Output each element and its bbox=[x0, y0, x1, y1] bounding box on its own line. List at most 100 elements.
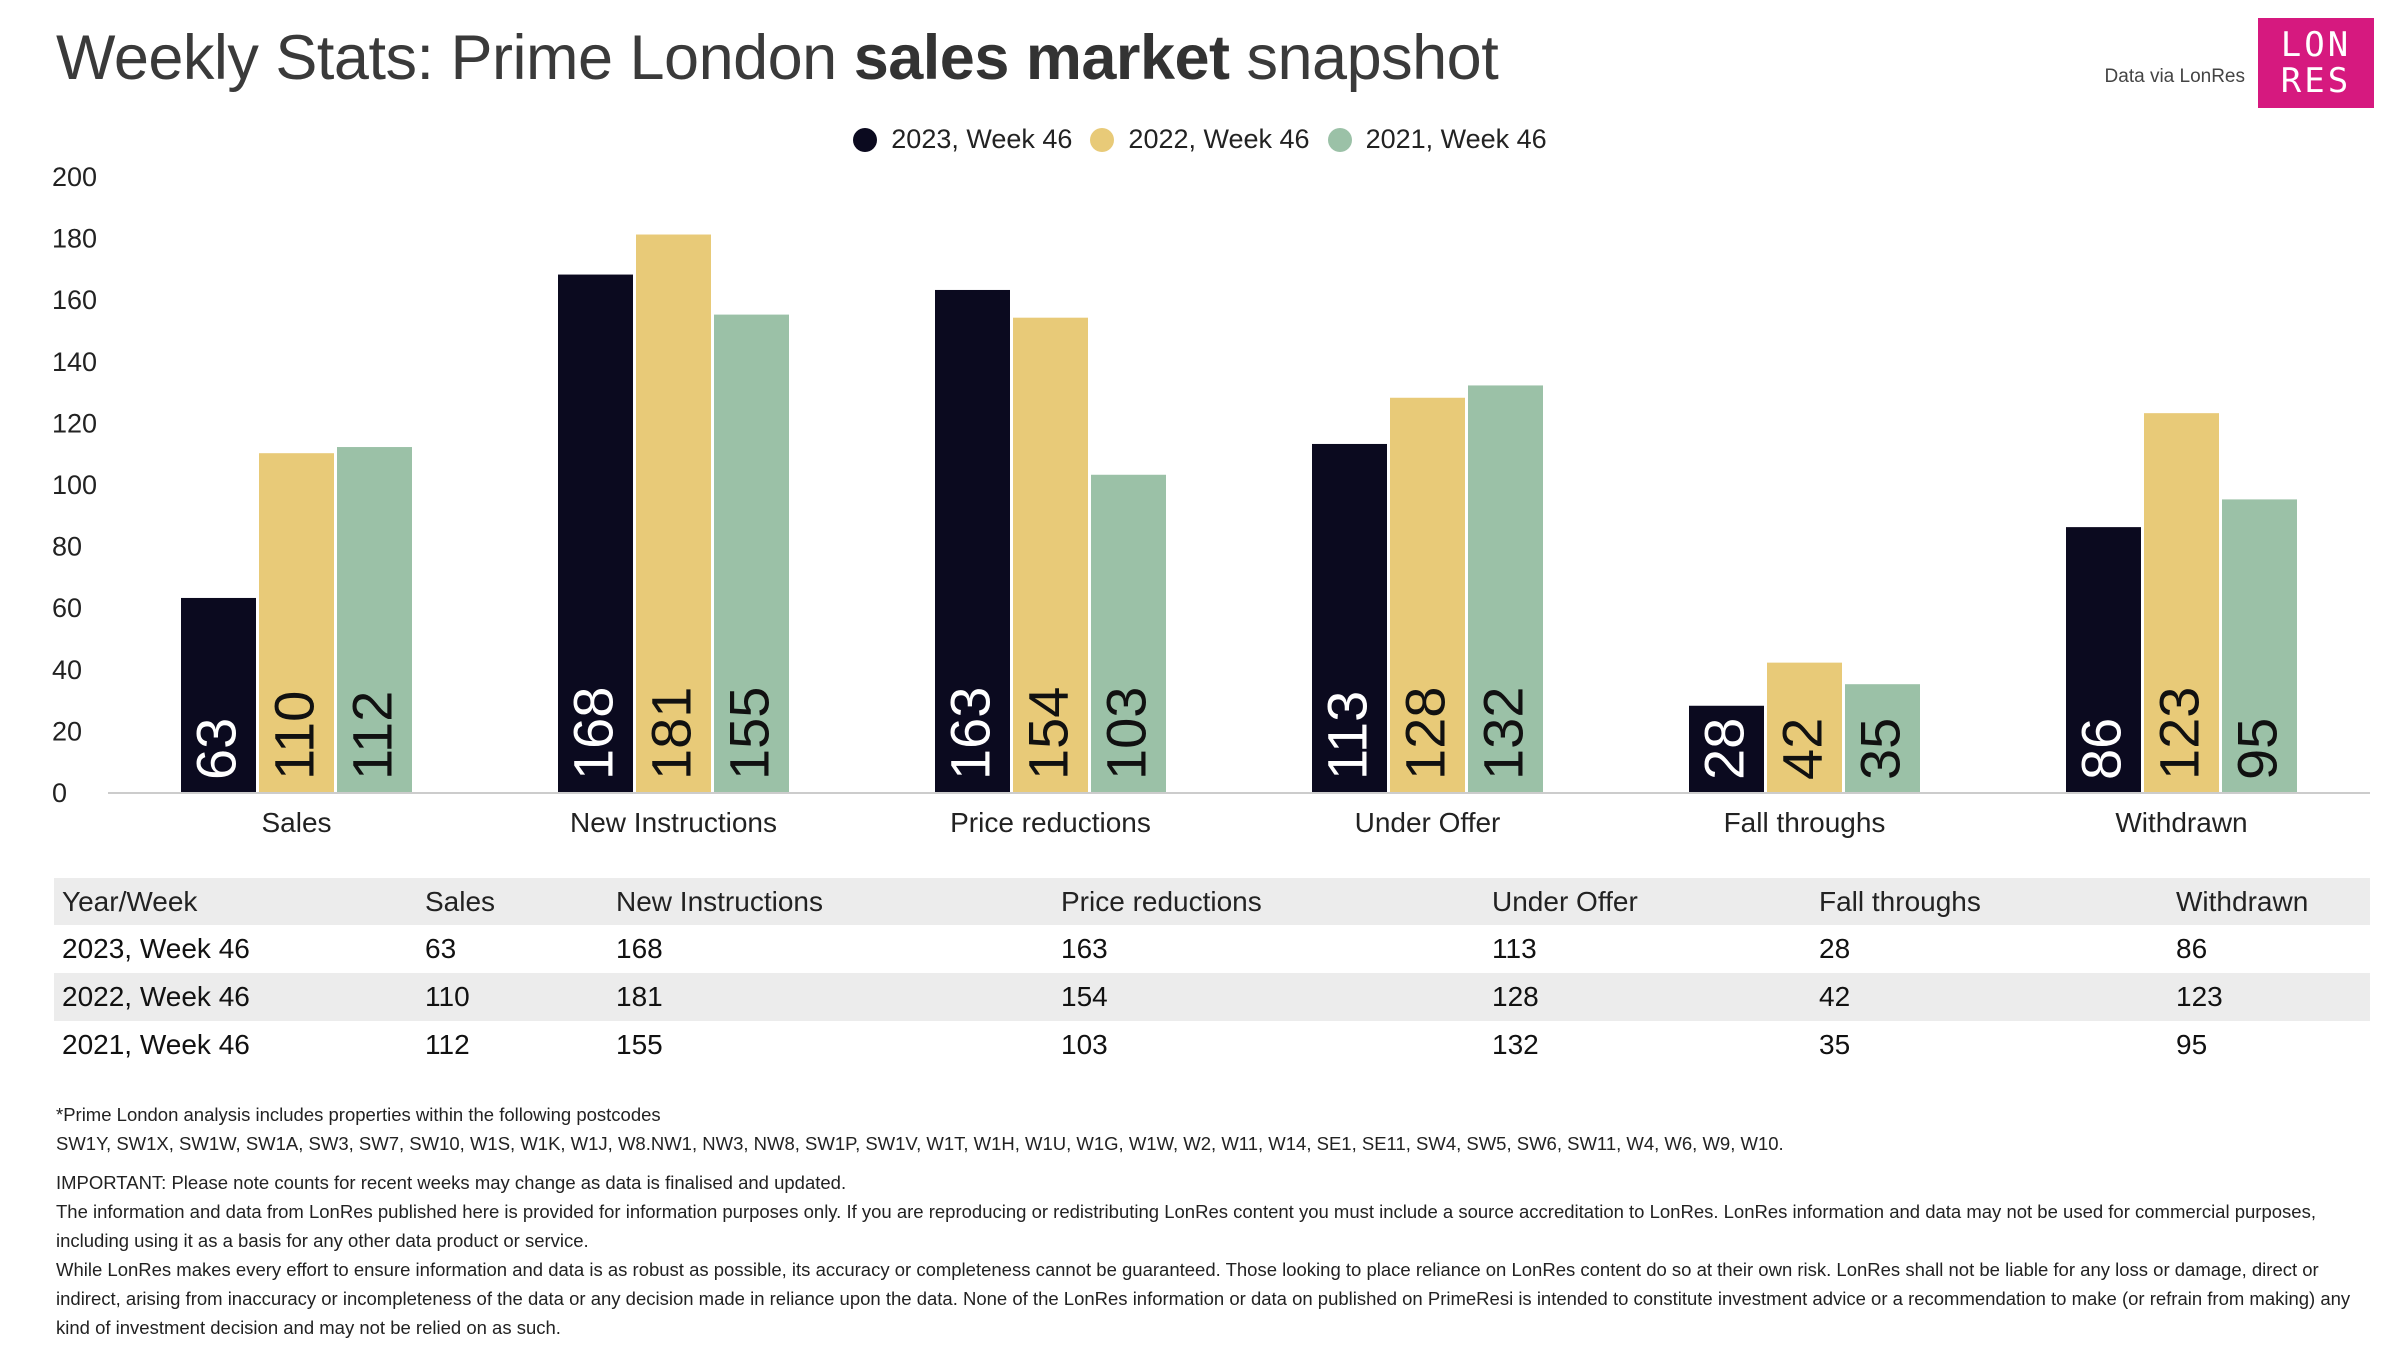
chart-legend: 2023, Week 46 2022, Week 46 2021, Week 4… bbox=[0, 124, 2400, 155]
table-cell: 2021, Week 46 bbox=[62, 1029, 250, 1060]
bar-value-label: 63 bbox=[185, 718, 248, 780]
y-tick-label: 120 bbox=[52, 408, 97, 438]
legend-item-2021: 2021, Week 46 bbox=[1327, 124, 1547, 155]
bar-value-label: 163 bbox=[939, 687, 1002, 780]
table-cell: 154 bbox=[1053, 973, 1484, 1021]
y-tick-label: 140 bbox=[52, 347, 97, 377]
bar-2022 bbox=[1390, 397, 1465, 792]
bar-value-label: 86 bbox=[2070, 718, 2133, 780]
bar-2023 bbox=[935, 289, 1010, 792]
usage-note: The information and data from LonRes pub… bbox=[56, 1201, 2316, 1251]
bar-value-label: 28 bbox=[1693, 718, 1756, 780]
x-category-label: Withdrawn bbox=[2115, 807, 2247, 838]
bar-2023 bbox=[558, 274, 633, 792]
table-header: Year/Week bbox=[54, 878, 417, 925]
bar-2023 bbox=[1312, 443, 1387, 792]
table-header: Sales bbox=[417, 878, 608, 925]
bar-2023 bbox=[2066, 527, 2141, 792]
bar-2021 bbox=[1468, 385, 1543, 792]
table-header: Under Offer bbox=[1484, 878, 1811, 925]
bar-2022 bbox=[259, 453, 334, 792]
y-tick-label: 0 bbox=[52, 778, 67, 808]
bar-value-label: 128 bbox=[1394, 687, 1457, 780]
bar-2022 bbox=[1767, 662, 1842, 792]
bar-value-label: 113 bbox=[1316, 691, 1379, 780]
table-cell: 2023, Week 46 bbox=[62, 933, 250, 964]
y-tick-label: 60 bbox=[52, 593, 82, 623]
table-cell: 86 bbox=[2176, 933, 2208, 964]
y-tick-label: 40 bbox=[52, 655, 82, 685]
disclaimer-note: While LonRes makes every effort to ensur… bbox=[56, 1259, 2351, 1338]
table-cell: 95 bbox=[2176, 1029, 2208, 1060]
bar-2023 bbox=[1689, 705, 1764, 792]
table-header: Fall throughs bbox=[1811, 878, 2168, 925]
table-cell: 42 bbox=[1811, 973, 2168, 1021]
table-cell: 181 bbox=[608, 973, 1053, 1021]
legend-item-2023: 2023, Week 46 bbox=[853, 124, 1072, 155]
logo-line-1: LON bbox=[2280, 25, 2352, 65]
important-note: IMPORTANT: Please note counts for recent… bbox=[56, 1172, 847, 1193]
legend-label-2022: 2022, Week 46 bbox=[1128, 124, 1310, 154]
postcodes-list: SW1Y, SW1X, SW1W, SW1A, SW3, SW7, SW10, … bbox=[56, 1133, 1784, 1154]
bar-value-label: 181 bbox=[640, 687, 703, 780]
bar-2022 bbox=[636, 234, 711, 792]
y-tick-label: 180 bbox=[52, 224, 97, 254]
postcodes-heading: *Prime London analysis includes properti… bbox=[56, 1104, 661, 1125]
bar-value-label: 154 bbox=[1017, 687, 1080, 780]
table-cell: 132 bbox=[1492, 1029, 1539, 1060]
bar-value-label: 110 bbox=[263, 691, 326, 780]
table-header-row: Year/Week Sales New Instructions Price r… bbox=[54, 878, 2370, 925]
legend-swatch-2022 bbox=[1090, 127, 1115, 152]
bar-value-label: 103 bbox=[1095, 687, 1158, 780]
table-cell: 103 bbox=[1061, 1029, 1108, 1060]
legend-item-2022: 2022, Week 46 bbox=[1090, 124, 1310, 155]
table-cell: 2022, Week 46 bbox=[54, 973, 417, 1021]
table-cell: 112 bbox=[425, 1029, 470, 1060]
y-tick-label: 100 bbox=[52, 470, 97, 500]
table-cell: 163 bbox=[1061, 933, 1108, 964]
bar-value-label: 123 bbox=[2148, 687, 2211, 780]
x-category-label: New Instructions bbox=[570, 807, 777, 838]
x-category-label: Under Offer bbox=[1355, 807, 1501, 838]
table-row: 2022, Week 46 110 181 154 128 42 123 bbox=[54, 973, 2370, 1021]
y-tick-label: 200 bbox=[52, 162, 97, 192]
bar-value-label: 168 bbox=[562, 687, 625, 780]
footnotes: *Prime London analysis includes properti… bbox=[56, 1100, 2356, 1342]
x-category-label: Price reductions bbox=[950, 807, 1151, 838]
bar-value-label: 112 bbox=[341, 691, 404, 780]
bar-2021 bbox=[714, 314, 789, 792]
x-category-label: Sales bbox=[261, 807, 331, 838]
table-row: 2023, Week 46 63 168 163 113 28 86 bbox=[54, 925, 2370, 973]
table-row: 2021, Week 46 112 155 103 132 35 95 bbox=[54, 1021, 2370, 1069]
bar-2023 bbox=[181, 597, 256, 792]
legend-swatch-2021 bbox=[1327, 127, 1352, 152]
bar-value-label: 42 bbox=[1771, 718, 1834, 780]
table-header: Price reductions bbox=[1053, 878, 1484, 925]
bar-2021 bbox=[1091, 474, 1166, 792]
page-title: Weekly Stats: Prime London sales market … bbox=[56, 23, 1499, 93]
y-tick-label: 80 bbox=[52, 532, 82, 562]
table-header: Withdrawn bbox=[2168, 878, 2370, 925]
table-cell: 113 bbox=[1492, 933, 1537, 964]
bar-value-label: 132 bbox=[1472, 687, 1535, 780]
bar-2022 bbox=[2144, 413, 2219, 792]
lonres-logo: LON RES bbox=[2258, 18, 2374, 108]
table-cell: 128 bbox=[1484, 973, 1811, 1021]
table-header: New Instructions bbox=[608, 878, 1053, 925]
logo-line-2: RES bbox=[2280, 61, 2352, 101]
table-cell: 155 bbox=[616, 1029, 663, 1060]
table-cell: 110 bbox=[417, 973, 608, 1021]
bar-value-label: 35 bbox=[1849, 718, 1912, 780]
legend-swatch-2023 bbox=[853, 127, 878, 152]
table-cell: 168 bbox=[616, 933, 663, 964]
bar-value-label: 155 bbox=[718, 687, 781, 780]
table-cell: 123 bbox=[2168, 973, 2370, 1021]
x-category-label: Fall throughs bbox=[1724, 807, 1886, 838]
bar-2021 bbox=[2222, 499, 2297, 792]
bar-2021 bbox=[337, 447, 412, 792]
legend-label-2021: 2021, Week 46 bbox=[1365, 124, 1547, 154]
data-table: Year/Week Sales New Instructions Price r… bbox=[54, 878, 2370, 1069]
legend-label-2023: 2023, Week 46 bbox=[891, 124, 1073, 154]
y-tick-label: 20 bbox=[52, 716, 82, 746]
bar-value-label: 95 bbox=[2226, 718, 2289, 780]
